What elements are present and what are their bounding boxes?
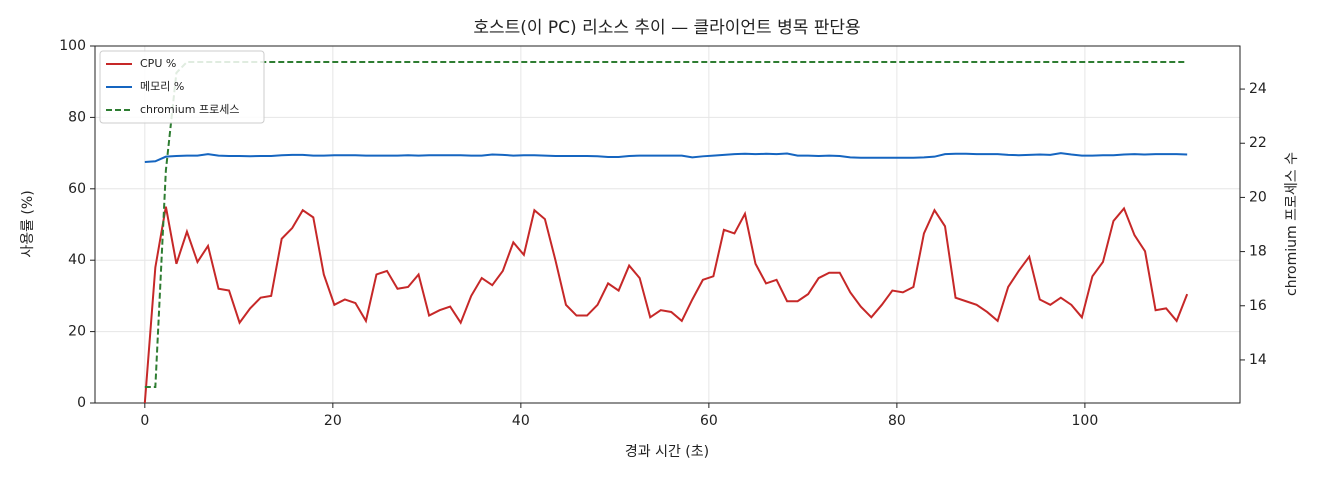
series-line <box>143 206 1189 404</box>
legend-label: CPU % <box>140 57 176 70</box>
series-line <box>144 152 1188 164</box>
y2-axis-label: chromium 프로세스 수 <box>1284 152 1300 296</box>
y2-tick-label: 16 <box>1249 298 1267 314</box>
legend-label: chromium 프로세스 <box>140 103 239 116</box>
plot-frame <box>94 45 1241 404</box>
chart-title: 호스트(이 PC) 리소스 추이 — 클라이언트 병목 판단용 <box>473 18 860 38</box>
y2-tick-label: 18 <box>1249 244 1267 260</box>
y-tick-label: 60 <box>68 181 86 197</box>
legend-label: 메모리 % <box>140 80 184 93</box>
y2-tick-label: 14 <box>1249 352 1267 368</box>
y2-tick-label: 20 <box>1249 189 1267 205</box>
y2-tick-label: 22 <box>1249 135 1267 151</box>
x-tick-label: 40 <box>512 413 530 429</box>
y-tick-label: 0 <box>77 395 86 411</box>
series-line <box>144 60 1188 389</box>
x-tick-label: 20 <box>324 413 342 429</box>
y-tick-label: 100 <box>59 38 86 54</box>
x-tick-label: 100 <box>1072 413 1099 429</box>
x-tick-label: 60 <box>700 413 718 429</box>
y-tick-label: 20 <box>68 324 86 340</box>
y2-tick-label: 24 <box>1249 81 1267 97</box>
legend-box <box>99 50 265 124</box>
x-tick-label: 80 <box>888 413 906 429</box>
y-axis-label: 사용률 (%) <box>20 190 36 257</box>
y-tick-label: 80 <box>68 109 86 125</box>
y-tick-label: 40 <box>68 252 86 268</box>
x-tick-label: 0 <box>140 413 149 429</box>
x-axis-label: 경과 시간 (초) <box>625 444 709 460</box>
